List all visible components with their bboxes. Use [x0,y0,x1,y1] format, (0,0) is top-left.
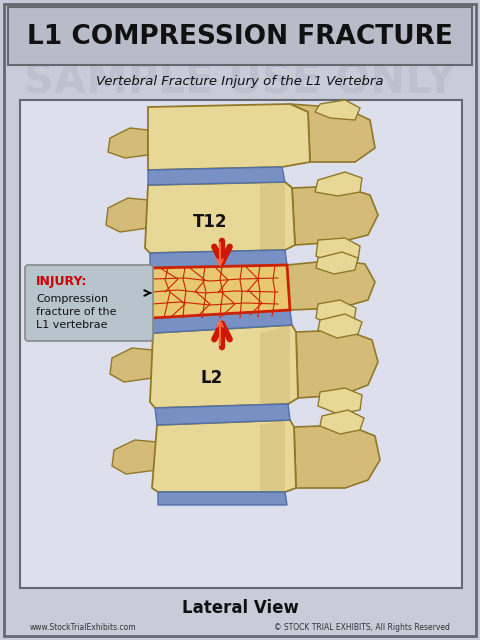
Text: SAMPLE USE ONLY: SAMPLE USE ONLY [24,526,456,568]
Polygon shape [112,440,157,474]
Polygon shape [316,300,356,326]
Text: Lateral View: Lateral View [181,599,299,617]
Polygon shape [145,182,295,253]
Polygon shape [288,326,378,398]
Polygon shape [285,420,380,488]
FancyBboxPatch shape [8,7,472,65]
Polygon shape [152,420,296,492]
Polygon shape [110,348,153,382]
Text: TM: TM [415,143,427,152]
Polygon shape [155,404,290,425]
Text: Compression
fracture of the
L1 vertebrae: Compression fracture of the L1 vertebrae [36,294,117,330]
Polygon shape [260,420,285,492]
Text: L2: L2 [201,369,223,387]
Polygon shape [158,492,287,505]
Polygon shape [148,104,310,170]
Polygon shape [316,252,358,274]
Polygon shape [108,128,148,158]
Polygon shape [106,198,148,232]
Polygon shape [290,104,375,162]
Polygon shape [260,325,290,408]
Text: INJURY:: INJURY: [36,275,87,287]
Text: SAMPLE USE ONLY: SAMPLE USE ONLY [24,61,456,103]
FancyBboxPatch shape [20,100,462,588]
Polygon shape [315,172,362,196]
Text: Vertebral Fracture Injury of the L1 Vertebra: Vertebral Fracture Injury of the L1 Vert… [96,76,384,88]
Polygon shape [318,314,362,338]
Text: STOCK
TRIAL
EXHIBITS: STOCK TRIAL EXHIBITS [273,186,428,355]
Polygon shape [320,410,364,434]
Text: © STOCK TRIAL EXHIBITS, All Rights Reserved: © STOCK TRIAL EXHIBITS, All Rights Reser… [136,573,344,582]
Polygon shape [316,238,360,264]
Polygon shape [285,182,378,245]
Polygon shape [150,250,287,268]
Polygon shape [318,388,362,414]
FancyBboxPatch shape [25,265,153,341]
Polygon shape [315,100,360,120]
Text: T12: T12 [193,213,227,231]
Text: Quality
Exhibits Online
for Less: Quality Exhibits Online for Less [296,269,384,371]
Polygon shape [260,182,285,253]
Polygon shape [150,325,298,408]
Text: www.StockTrialExhibits.com: www.StockTrialExhibits.com [30,623,137,632]
Polygon shape [148,167,285,185]
Polygon shape [150,265,290,318]
Text: © STOCK TRIAL EXHIBITS, All Rights Reserved: © STOCK TRIAL EXHIBITS, All Rights Reser… [274,623,450,632]
Polygon shape [152,310,292,333]
Text: L1 COMPRESSION FRACTURE: L1 COMPRESSION FRACTURE [27,24,453,50]
Polygon shape [287,260,375,310]
